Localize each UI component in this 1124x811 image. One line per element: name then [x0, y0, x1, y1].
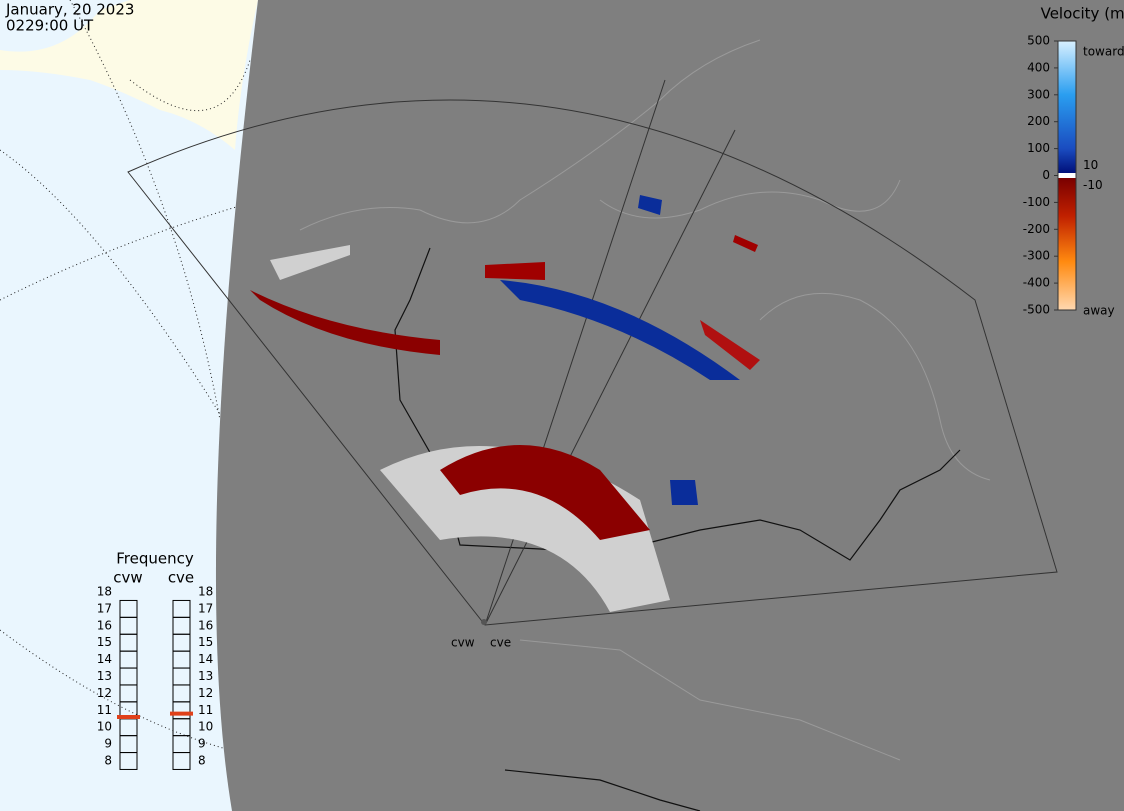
frequency-tick-label: 10 [97, 720, 112, 734]
radar-name: cve [168, 569, 194, 587]
colorbar-title: Velocity (m/s) [1041, 5, 1124, 23]
frequency-tick-label: 18 [198, 585, 213, 599]
frequency-tick-label: 13 [198, 669, 213, 683]
frequency-tick-label: 9 [104, 737, 112, 751]
land [0, 0, 258, 150]
colorbar-inner-label: -10 [1083, 178, 1103, 192]
colorbar-bottom-label: away [1083, 304, 1115, 318]
station-label: cve [490, 636, 511, 650]
colorbar-tick-label: -100 [1023, 195, 1050, 209]
frequency-tick-label: 16 [97, 618, 112, 632]
radar-echoes [250, 195, 760, 612]
frequency-tick-label: 9 [198, 737, 206, 751]
frequency-tick-label: 8 [104, 754, 112, 768]
frequency-tick-label: 11 [97, 703, 112, 717]
globe [215, 0, 1124, 811]
graticule [0, 0, 261, 751]
colorbar-tick-label: -200 [1023, 222, 1050, 236]
frequency-tick-label: 17 [198, 601, 213, 615]
frequency-tick-label: 14 [97, 652, 112, 666]
frequency-cell [119, 599, 138, 618]
colorbar-tick-label: -400 [1023, 276, 1050, 290]
colorbar-tick-label: 100 [1027, 141, 1050, 155]
frequency-tick-label: 17 [97, 601, 112, 615]
colorbar-tick-label: 0 [1042, 168, 1050, 182]
frequency-tick-label: 15 [198, 635, 213, 649]
station-label: cvw [451, 636, 475, 650]
frequency-tick-label: 12 [97, 686, 112, 700]
frequency-tick-label: 15 [97, 635, 112, 649]
frequency-tick-label: 8 [198, 754, 206, 768]
frequency-tick-label: 10 [198, 720, 213, 734]
colorbar-top-label: toward [1083, 45, 1124, 59]
colorbar-inner-label: 10 [1083, 158, 1098, 172]
station-site [481, 619, 487, 625]
colorbar-tick-label: 300 [1027, 87, 1050, 101]
colorbar-tick-label: -300 [1023, 249, 1050, 263]
colorbar-tick-label: -500 [1023, 303, 1050, 317]
frequency-tick-label: 12 [198, 686, 213, 700]
colorbar-tick-label: 500 [1027, 34, 1050, 48]
date: January, 20 2023 [5, 1, 134, 19]
colorbar [1057, 40, 1077, 311]
frequency-cell [172, 599, 191, 618]
colorbar-tick-label: 400 [1027, 60, 1050, 74]
frequency-title: Frequency [116, 550, 194, 568]
frequency-tick-label: 16 [198, 618, 213, 632]
frequency-tick-label: 14 [198, 652, 213, 666]
frequency-tick-label: 11 [198, 703, 213, 717]
time: 0229:00 UT [6, 17, 94, 35]
frequency-tick-label: 13 [97, 669, 112, 683]
radar-name: cvw [113, 569, 142, 587]
borders [394, 247, 961, 811]
colorbar-tick-label: 200 [1027, 114, 1050, 128]
frequency-tick-label: 18 [97, 585, 112, 599]
